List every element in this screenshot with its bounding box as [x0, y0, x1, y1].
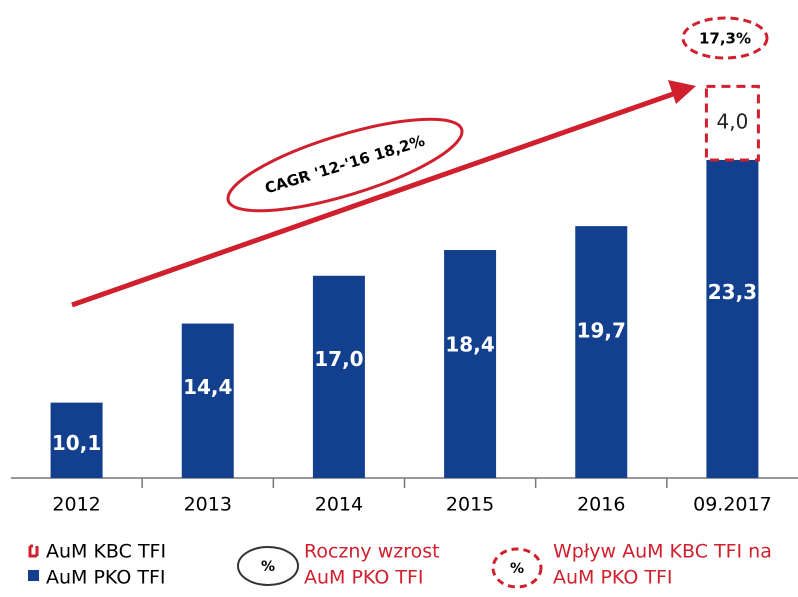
value-label: 4,0 — [717, 110, 749, 134]
bar — [706, 159, 759, 478]
x-tick-label: 09.2017 — [693, 494, 772, 516]
legend-note-symbol: % — [510, 561, 524, 577]
x-tick-label: 2013 — [184, 494, 232, 516]
value-label: 23,3 — [708, 280, 757, 304]
legend-note-text: AuM PKO TFI — [304, 567, 423, 589]
value-label: 10,1 — [52, 431, 101, 455]
x-tick-label: 2016 — [577, 494, 625, 516]
bar — [575, 226, 628, 478]
bar — [312, 275, 365, 478]
growth-label: 17,3% — [699, 30, 751, 48]
legend-note-text: AuM PKO TFI — [553, 567, 672, 589]
legend-note-symbol: % — [261, 559, 275, 575]
bar — [704, 84, 760, 162]
legend-label: AuM PKO TFI — [46, 567, 165, 589]
bar — [181, 323, 234, 478]
cagr-ellipse — [226, 117, 464, 213]
growth-ellipse — [681, 16, 769, 60]
legend-note-text: Wpływ AuM KBC TFI na — [553, 541, 772, 563]
legend-pko-icon — [28, 570, 39, 581]
legend-note-icon — [491, 547, 543, 589]
bar — [444, 250, 497, 478]
value-label: 18,4 — [445, 332, 494, 356]
value-label: 19,7 — [577, 318, 626, 342]
legend-kbc-icon — [28, 544, 39, 558]
legend-note-icon — [237, 546, 299, 586]
legend-note-text: Roczny wzrost — [304, 541, 440, 563]
trend-arrow — [71, 90, 677, 308]
x-tick-label: 2015 — [446, 494, 494, 516]
value-label: 14,4 — [183, 375, 232, 399]
bar — [50, 402, 103, 478]
x-tick-label: 2012 — [52, 494, 100, 516]
legend-label: AuM KBC TFI — [46, 541, 166, 563]
x-tick-label: 2014 — [315, 494, 363, 516]
arrow-head — [668, 80, 696, 104]
value-label: 17,0 — [314, 347, 363, 371]
